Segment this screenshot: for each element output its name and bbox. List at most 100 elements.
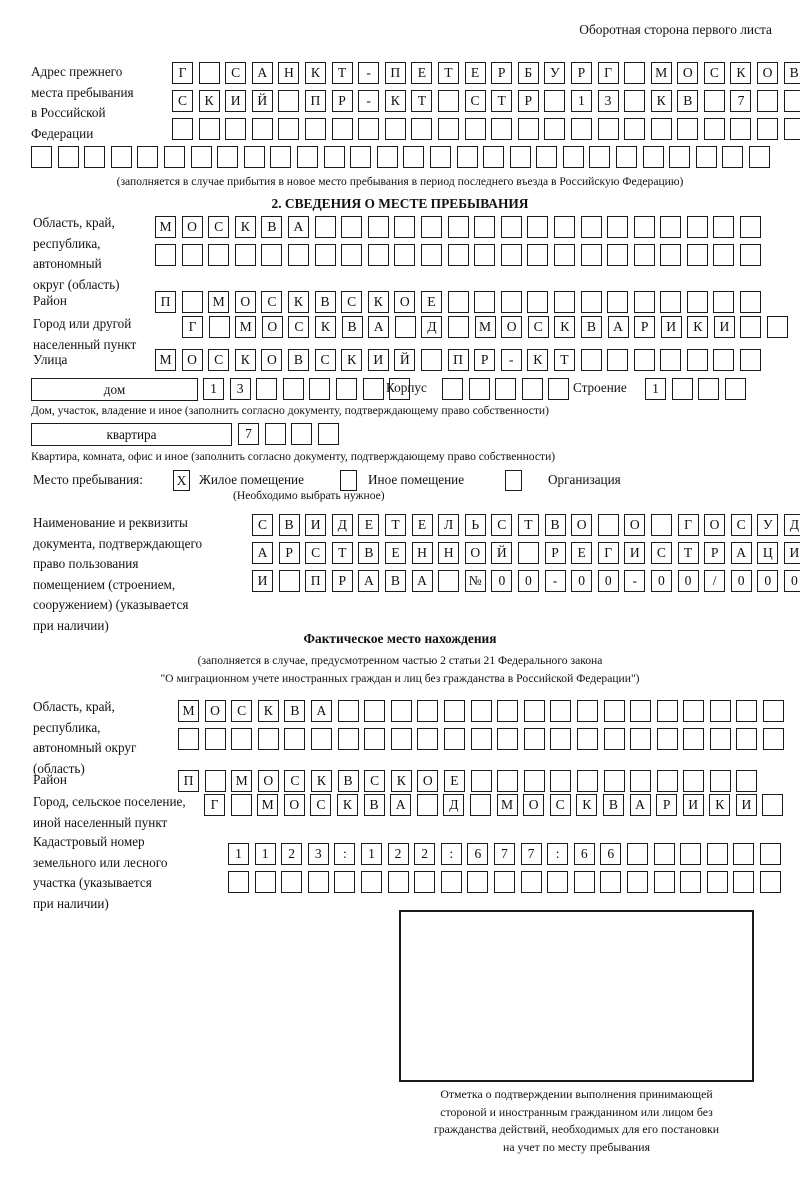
prev-address-row-4[interactable] xyxy=(31,146,771,168)
prev-address-row-2-cell-8[interactable]: - xyxy=(358,90,380,112)
actual-region-row-2-cell-13[interactable] xyxy=(497,728,519,750)
section2-street-row-cell-11[interactable] xyxy=(420,349,442,371)
cadastral-row-2-cell-20[interactable] xyxy=(733,871,755,893)
section2-street-row-cell-3[interactable]: С xyxy=(208,349,230,371)
document-row-3-cell-15[interactable]: - xyxy=(624,570,646,592)
korpus-cells-cell-4[interactable] xyxy=(521,378,543,400)
section2-region-row-1-cell-2[interactable]: О xyxy=(181,216,203,238)
actual-city-row-cell-8[interactable]: А xyxy=(390,794,412,816)
prev-address-row-3-cell-11[interactable] xyxy=(437,118,459,140)
section2-region-row-2-cell-23[interactable] xyxy=(740,244,762,266)
prev-address-row-4-cell-18[interactable] xyxy=(483,146,505,168)
actual-district-row-cell-19[interactable] xyxy=(656,770,678,792)
prev-address-row-4-cell-5[interactable] xyxy=(137,146,159,168)
document-row-2-cell-16[interactable]: С xyxy=(650,542,672,564)
cadastral-row-1-cell-9[interactable]: : xyxy=(440,843,462,865)
prev-address-row-1-cell-11[interactable]: Т xyxy=(437,62,459,84)
prev-address-row-1-cell-4[interactable]: А xyxy=(251,62,273,84)
actual-region-row-2-cell-9[interactable] xyxy=(390,728,412,750)
document-row-3-cell-5[interactable]: А xyxy=(358,570,380,592)
document-row-3-cell-8[interactable] xyxy=(438,570,460,592)
section2-district-row-cell-17[interactable] xyxy=(580,291,602,313)
house-number-cells-cell-2[interactable]: 3 xyxy=(229,378,251,400)
document-row-1-cell-5[interactable]: Е xyxy=(358,514,380,536)
document-row-3-cell-12[interactable]: - xyxy=(544,570,566,592)
document-row-2-cell-18[interactable]: Р xyxy=(704,542,726,564)
section2-street-row-cell-9[interactable]: И xyxy=(367,349,389,371)
actual-city-row-cell-17[interactable]: А xyxy=(629,794,651,816)
document-row-3-cell-3[interactable]: П xyxy=(305,570,327,592)
document-row-1-cell-13[interactable]: О xyxy=(571,514,593,536)
actual-city-row-cell-22[interactable] xyxy=(762,794,784,816)
actual-city-row-cell-9[interactable] xyxy=(416,794,438,816)
section2-region-row-1-cell-23[interactable] xyxy=(740,216,762,238)
actual-region-row-1-cell-12[interactable] xyxy=(470,700,492,722)
prev-address-row-4-cell-8[interactable] xyxy=(217,146,239,168)
prev-address-row-2-cell-21[interactable] xyxy=(703,90,725,112)
section2-street-row-cell-5[interactable]: О xyxy=(261,349,283,371)
document-row-2-cell-20[interactable]: Ц xyxy=(757,542,779,564)
section2-city-row-cell-7[interactable]: В xyxy=(341,316,363,338)
section2-street-row-cell-4[interactable]: К xyxy=(234,349,256,371)
document-row-1-cell-14[interactable] xyxy=(597,514,619,536)
document-row-1-cell-9[interactable]: Ь xyxy=(464,514,486,536)
actual-region-row-1-cell-9[interactable] xyxy=(390,700,412,722)
prev-address-row-3-cell-18[interactable] xyxy=(624,118,646,140)
document-row-1-cell-4[interactable]: Д xyxy=(331,514,353,536)
actual-region-row-1-cell-19[interactable] xyxy=(656,700,678,722)
section2-city-row-cell-18[interactable]: Р xyxy=(634,316,656,338)
section2-district-row-cell-18[interactable] xyxy=(607,291,629,313)
section2-region-row-1-cell-16[interactable] xyxy=(553,216,575,238)
prev-address-row-1-cell-24[interactable]: В xyxy=(783,62,800,84)
prev-address-row-1-cell-17[interactable]: Г xyxy=(597,62,619,84)
section2-district-row-cell-10[interactable]: О xyxy=(394,291,416,313)
section2-region-row-2[interactable] xyxy=(155,244,762,266)
cadastral-row-2-cell-9[interactable] xyxy=(440,871,462,893)
document-row-2-cell-9[interactable]: О xyxy=(464,542,486,564)
prev-address-row-4-cell-21[interactable] xyxy=(562,146,584,168)
document-row-1-cell-15[interactable]: О xyxy=(624,514,646,536)
document-row-1-cell-2[interactable]: В xyxy=(278,514,300,536)
document-row-1-cell-16[interactable] xyxy=(650,514,672,536)
document-row-3-cell-19[interactable]: 0 xyxy=(730,570,752,592)
prev-address-row-1-cell-5[interactable]: Н xyxy=(278,62,300,84)
actual-district-row-cell-9[interactable]: К xyxy=(390,770,412,792)
section2-city-row-cell-6[interactable]: К xyxy=(314,316,336,338)
prev-address-row-1-cell-9[interactable]: П xyxy=(384,62,406,84)
actual-region-row-2-cell-4[interactable] xyxy=(257,728,279,750)
stroenie-cells-cell-2[interactable] xyxy=(671,378,693,400)
prev-address-row-1-cell-22[interactable]: К xyxy=(730,62,752,84)
section2-street-row-cell-12[interactable]: П xyxy=(447,349,469,371)
actual-district-row-cell-8[interactable]: С xyxy=(364,770,386,792)
prev-address-row-4-cell-12[interactable] xyxy=(323,146,345,168)
prev-address-row-4-cell-19[interactable] xyxy=(509,146,531,168)
document-row-3-cell-10[interactable]: 0 xyxy=(491,570,513,592)
actual-region-row-2-cell-17[interactable] xyxy=(603,728,625,750)
actual-district-row-cell-11[interactable]: Е xyxy=(443,770,465,792)
actual-region-row-2-cell-15[interactable] xyxy=(550,728,572,750)
prev-address-row-4-cell-4[interactable] xyxy=(110,146,132,168)
actual-city-row-cell-19[interactable]: И xyxy=(682,794,704,816)
document-row-2-cell-1[interactable]: А xyxy=(252,542,273,564)
prev-address-row-3-cell-8[interactable] xyxy=(358,118,380,140)
actual-city-row-cell-4[interactable]: О xyxy=(283,794,305,816)
document-row-3-cell-7[interactable]: А xyxy=(411,570,433,592)
prev-address-row-3-cell-15[interactable] xyxy=(544,118,566,140)
prev-address-row-3-cell-13[interactable] xyxy=(491,118,513,140)
cadastral-row-2-cell-13[interactable] xyxy=(547,871,569,893)
actual-district-row-cell-12[interactable] xyxy=(470,770,492,792)
prev-address-row-3-cell-19[interactable] xyxy=(650,118,672,140)
cadastral-row-2-cell-15[interactable] xyxy=(600,871,622,893)
actual-region-row-1-cell-6[interactable]: А xyxy=(310,700,332,722)
section2-city-row-cell-1[interactable]: Г xyxy=(182,316,203,338)
document-row-1-cell-19[interactable]: С xyxy=(730,514,752,536)
section2-street-row-cell-17[interactable] xyxy=(580,349,602,371)
actual-city-row-cell-14[interactable]: С xyxy=(549,794,571,816)
document-row-1-cell-18[interactable]: О xyxy=(704,514,726,536)
actual-city-row-cell-1[interactable]: Г xyxy=(204,794,225,816)
document-row-1-cell-1[interactable]: С xyxy=(252,514,273,536)
prev-address-row-4-cell-28[interactable] xyxy=(749,146,771,168)
